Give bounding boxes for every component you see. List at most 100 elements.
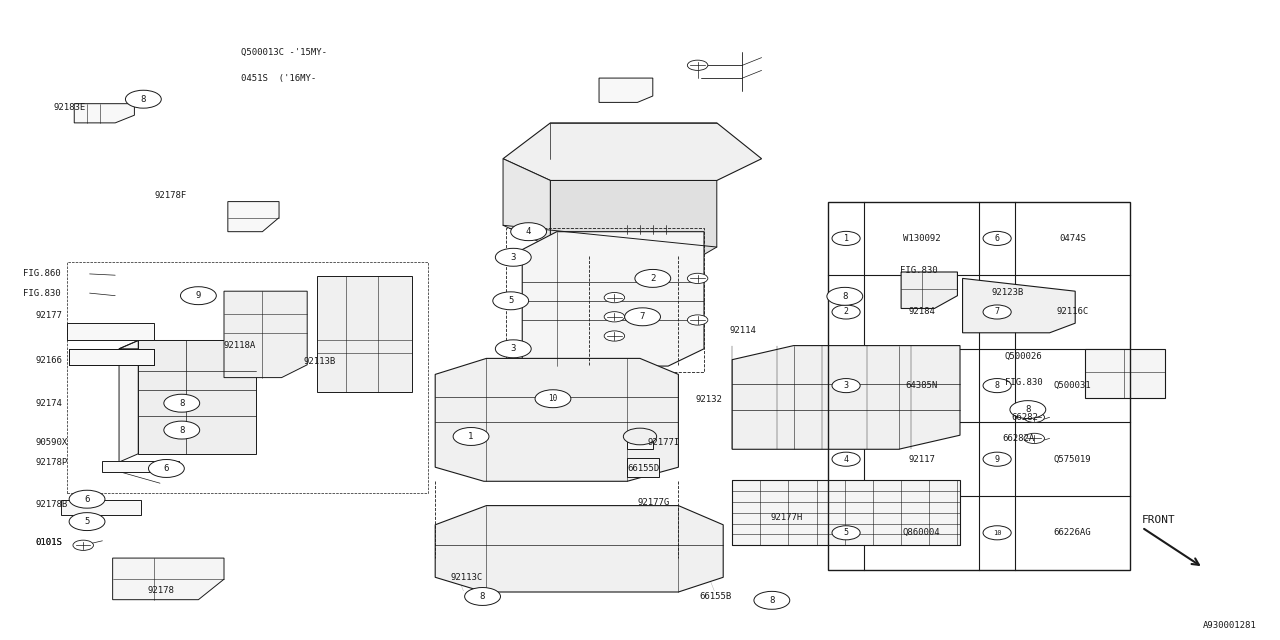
Polygon shape xyxy=(435,506,723,592)
Polygon shape xyxy=(69,349,154,365)
Text: 8: 8 xyxy=(179,426,184,435)
Text: 92113C: 92113C xyxy=(451,573,483,582)
Text: 8: 8 xyxy=(842,292,847,301)
Text: 9: 9 xyxy=(196,291,201,300)
Text: 0474S: 0474S xyxy=(1060,234,1085,243)
Polygon shape xyxy=(599,78,653,102)
Circle shape xyxy=(983,378,1011,392)
Circle shape xyxy=(604,292,625,303)
Circle shape xyxy=(1018,404,1038,415)
Bar xyxy=(506,228,704,372)
Polygon shape xyxy=(901,272,957,308)
Circle shape xyxy=(687,273,708,284)
Text: 0101S: 0101S xyxy=(36,538,63,547)
Text: 3: 3 xyxy=(511,253,516,262)
Polygon shape xyxy=(732,346,960,449)
Text: 8: 8 xyxy=(179,399,184,408)
Circle shape xyxy=(625,308,660,326)
Text: 66155D: 66155D xyxy=(627,464,659,473)
Text: 92177G: 92177G xyxy=(637,498,669,507)
Polygon shape xyxy=(732,480,960,545)
Text: 2: 2 xyxy=(650,274,655,283)
Polygon shape xyxy=(228,202,279,232)
Text: Q500026: Q500026 xyxy=(1005,352,1042,361)
Text: 90590X: 90590X xyxy=(36,438,68,447)
Text: 10: 10 xyxy=(548,394,558,403)
Text: 3: 3 xyxy=(844,381,849,390)
Circle shape xyxy=(164,421,200,439)
Circle shape xyxy=(465,588,500,605)
Polygon shape xyxy=(74,104,134,123)
Text: FIG.830: FIG.830 xyxy=(1005,378,1042,387)
Circle shape xyxy=(495,248,531,266)
Text: 5: 5 xyxy=(508,296,513,305)
Text: A930001281: A930001281 xyxy=(1203,621,1257,630)
Circle shape xyxy=(983,305,1011,319)
Circle shape xyxy=(172,398,192,408)
Polygon shape xyxy=(317,276,412,392)
Text: FIG.830: FIG.830 xyxy=(23,289,60,298)
Text: 92174: 92174 xyxy=(36,399,63,408)
Text: 6: 6 xyxy=(995,234,1000,243)
Circle shape xyxy=(133,92,154,102)
Text: 6: 6 xyxy=(84,495,90,504)
Text: 1: 1 xyxy=(844,234,849,243)
Text: W130092: W130092 xyxy=(902,234,941,243)
Circle shape xyxy=(188,289,209,300)
Circle shape xyxy=(687,315,708,325)
Circle shape xyxy=(472,591,493,602)
Circle shape xyxy=(543,394,563,404)
Polygon shape xyxy=(435,358,678,481)
Text: 66282: 66282 xyxy=(1011,413,1038,422)
Text: 8: 8 xyxy=(480,592,485,601)
Text: 92178: 92178 xyxy=(147,586,174,595)
Polygon shape xyxy=(61,500,141,515)
Circle shape xyxy=(453,428,489,445)
Circle shape xyxy=(461,431,481,442)
Text: Q500031: Q500031 xyxy=(1053,381,1092,390)
Text: 92113B: 92113B xyxy=(303,357,335,366)
Circle shape xyxy=(180,287,216,305)
Text: 92166: 92166 xyxy=(36,356,63,365)
Circle shape xyxy=(827,287,863,305)
Circle shape xyxy=(983,526,1011,540)
Circle shape xyxy=(983,452,1011,466)
Polygon shape xyxy=(522,232,704,366)
Text: 92116C: 92116C xyxy=(1056,307,1089,317)
Polygon shape xyxy=(963,278,1075,333)
Text: Q860004: Q860004 xyxy=(902,528,941,538)
Circle shape xyxy=(148,460,184,477)
Text: 92132: 92132 xyxy=(695,396,722,404)
Text: 92184: 92184 xyxy=(909,307,934,317)
Text: 92123B: 92123B xyxy=(992,288,1024,297)
Circle shape xyxy=(511,223,547,241)
Circle shape xyxy=(1024,412,1044,422)
Text: 64385N: 64385N xyxy=(905,381,938,390)
Text: 4: 4 xyxy=(844,454,849,464)
Circle shape xyxy=(604,312,625,322)
Circle shape xyxy=(623,428,657,445)
Text: 66155B: 66155B xyxy=(699,592,731,601)
Circle shape xyxy=(832,378,860,392)
Circle shape xyxy=(535,390,571,408)
Text: 2: 2 xyxy=(844,307,849,317)
Circle shape xyxy=(77,516,97,527)
Circle shape xyxy=(172,425,192,435)
Polygon shape xyxy=(627,432,653,449)
Circle shape xyxy=(754,591,790,609)
Text: 5: 5 xyxy=(844,528,849,538)
Text: 92177H: 92177H xyxy=(771,513,803,522)
Text: 9: 9 xyxy=(995,454,1000,464)
Circle shape xyxy=(832,452,860,466)
Circle shape xyxy=(762,595,782,605)
Circle shape xyxy=(835,291,855,301)
Text: 6: 6 xyxy=(164,464,169,473)
Circle shape xyxy=(832,305,860,319)
Circle shape xyxy=(687,60,708,70)
Polygon shape xyxy=(550,180,717,256)
Text: 66282A: 66282A xyxy=(1002,434,1034,443)
Polygon shape xyxy=(113,558,224,600)
Text: 92177: 92177 xyxy=(36,311,63,320)
Polygon shape xyxy=(119,340,138,462)
Text: 92117: 92117 xyxy=(909,454,934,464)
